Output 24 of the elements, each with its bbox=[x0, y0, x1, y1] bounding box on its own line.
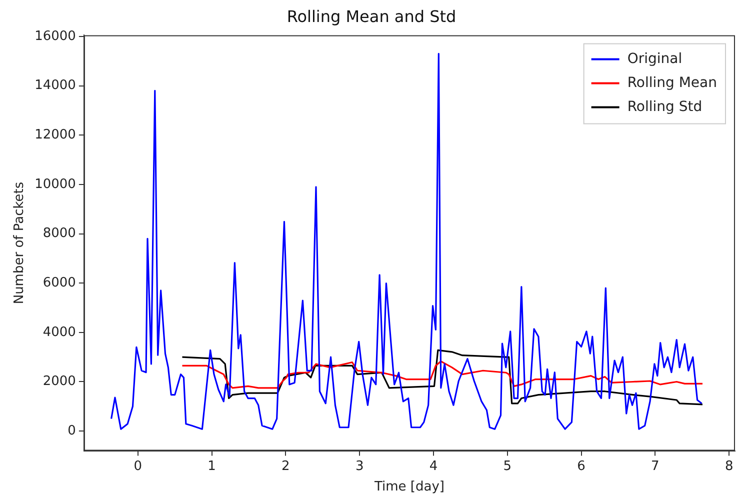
y-tick-label: 14000 bbox=[34, 78, 76, 94]
x-tick-label: 6 bbox=[577, 458, 586, 474]
y-tick-label: 0 bbox=[68, 423, 76, 438]
y-tick-label: 16000 bbox=[34, 28, 76, 44]
y-axis-title: Number of Packets bbox=[12, 182, 28, 304]
y-tick-label: 4000 bbox=[42, 324, 76, 340]
x-tick-label: 2 bbox=[282, 458, 290, 474]
x-tick-label: 3 bbox=[355, 458, 364, 474]
y-tick-label: 8000 bbox=[42, 226, 76, 242]
x-axis-title: Time [day] bbox=[373, 480, 444, 495]
x-tick-label: 8 bbox=[724, 458, 734, 474]
y-tick-label: 10000 bbox=[34, 176, 76, 192]
x-tick-label: 7 bbox=[651, 458, 660, 474]
legend-label: Original bbox=[627, 50, 682, 67]
x-tick-label: 5 bbox=[503, 458, 512, 474]
x-tick-label: 0 bbox=[134, 458, 142, 474]
legend-label: Rolling Mean bbox=[627, 74, 717, 91]
y-tick-label: 12000 bbox=[34, 127, 76, 142]
x-tick-label: 4 bbox=[429, 458, 438, 474]
chart-title: Rolling Mean and Std bbox=[286, 6, 456, 26]
y-tick-label: 2000 bbox=[42, 374, 76, 390]
legend-label: Rolling Std bbox=[627, 98, 702, 115]
x-tick-label: 1 bbox=[208, 458, 216, 474]
y-tick-label: 6000 bbox=[42, 275, 76, 290]
